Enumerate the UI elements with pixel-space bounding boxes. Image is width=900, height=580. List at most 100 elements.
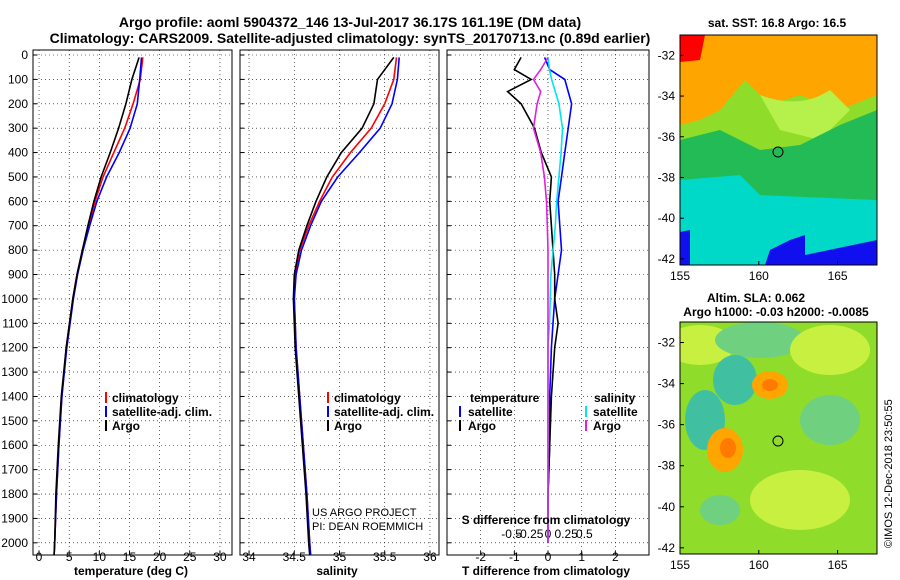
pressure-tick-label: 200	[8, 97, 28, 111]
pressure-tick-label: 700	[8, 219, 28, 233]
legend-satellite-label: satellite-adj. clim.	[112, 405, 212, 419]
x-tick-label: 0	[545, 550, 552, 564]
sla-map-subtitle: Argo h1000: -0.03 h2000: -0.0085	[683, 305, 869, 319]
lat-tick-label: -36	[658, 130, 676, 144]
s-difference-xlabel: S difference from climatology	[462, 513, 631, 527]
x-tick-label: 34	[242, 550, 256, 564]
legend-s-argo-swatch	[585, 420, 587, 431]
x-tick-label: 25	[183, 550, 197, 564]
project-credit-line-1: US ARGO PROJECT	[312, 507, 417, 519]
legend-t-argo-label: Argo	[468, 419, 496, 433]
pressure-tick-label: 500	[8, 170, 28, 184]
salinity-axis-ticks: 34 34.5 35 35.5 36	[242, 550, 437, 564]
lon-tick-label: 165	[828, 558, 848, 572]
legend-satellite-swatch	[105, 406, 107, 417]
s-tick-label: -0.5	[501, 527, 522, 541]
legend-argo-swatch	[327, 420, 329, 431]
s-tick-label: 0.25	[555, 527, 579, 541]
legend-t-argo-swatch	[459, 420, 461, 431]
title-line-2: Climatology: CARS2009. Satellite-adjuste…	[50, 30, 651, 46]
lat-tick-label: -36	[658, 418, 676, 432]
legend-t-satellite-label: satellite	[468, 405, 513, 419]
pressure-tick-label: 900	[8, 268, 28, 282]
lat-tick-label: -40	[658, 211, 676, 225]
pressure-tick-label: 800	[8, 243, 28, 257]
lat-tick-label: -38	[658, 459, 676, 473]
pressure-tick-label: 1600	[1, 438, 28, 452]
lat-tick-label: -40	[658, 500, 676, 514]
s-difference-axis-ticks: -0.5-0.25 0 0.250.5	[501, 527, 593, 541]
pressure-tick-label: 100	[8, 72, 28, 86]
argo-location-marker	[772, 435, 784, 447]
series-line-argo	[53, 57, 140, 555]
lat-tick-label: -34	[658, 377, 676, 391]
salinity-legend: climatology satellite-adj. clim. Argo US…	[312, 391, 434, 533]
pressure-tick-label: 600	[8, 194, 28, 208]
x-tick-label: 15	[123, 550, 137, 564]
x-tick-label: 35.5	[373, 550, 397, 564]
lat-tick-label: -42	[658, 252, 676, 266]
pressure-tick-label: 1200	[1, 341, 28, 355]
title-line-1: Argo profile: aoml 5904372_146 13-Jul-20…	[119, 14, 581, 30]
x-tick-label: 34.5	[283, 550, 307, 564]
pressure-tick-label: 1800	[1, 487, 28, 501]
pressure-axis-labels: 0 100 200 300 400 500 600 700 800 900 1000 1100 1200…	[1, 48, 28, 550]
legend-s-satellite-swatch	[585, 406, 587, 417]
lat-tick-label: -34	[658, 89, 676, 103]
series-line-t-argo	[506, 57, 559, 543]
difference-lines	[506, 56, 573, 543]
sla-map	[680, 322, 877, 554]
x-tick-label: 2	[612, 550, 619, 564]
temperature-axis-ticks: 0 5 10 15 20 25 30	[36, 550, 227, 564]
lon-tick-label: 155	[670, 269, 690, 283]
legend-satellite-swatch	[327, 406, 329, 417]
x-tick-label: 10	[93, 550, 107, 564]
lat-tick-label: -32	[658, 336, 676, 350]
sla-map-ticks: 155 160 165 -32 -34 -36 -38 -40 -42	[658, 336, 848, 572]
legend-satellite-label: satellite-adj. clim.	[334, 405, 434, 419]
x-tick-label: 35	[333, 550, 347, 564]
pressure-tick-label: 2000	[1, 536, 28, 550]
pressure-tick-label: 1000	[1, 292, 28, 306]
x-tick-label: 36	[423, 550, 437, 564]
series-line-s-argo	[532, 56, 549, 543]
sst-map	[680, 35, 877, 265]
sst-map-ticks: 155 160 165 -32 -34 -36 -38 -40 -42	[658, 48, 848, 283]
pressure-tick-label: 400	[8, 146, 28, 160]
pressure-tick-label: 1500	[1, 414, 28, 428]
legend-argo-label: Argo	[334, 419, 362, 433]
x-tick-label: 0	[36, 550, 43, 564]
pressure-tick-label: 1300	[1, 365, 28, 379]
pressure-tick-label: 0	[21, 48, 28, 62]
s-tick-label: 0.5	[576, 527, 593, 541]
legend-t-satellite-swatch	[459, 406, 461, 417]
legend-temperature-heading: temperature	[470, 391, 540, 405]
temperature-plot-frame	[32, 49, 233, 556]
t-difference-xlabel: T difference from climatology	[462, 564, 630, 578]
lon-tick-label: 165	[828, 269, 848, 283]
legend-climatology-swatch	[327, 392, 329, 403]
sst-map-title: sat. SST: 16.8 Argo: 16.5	[708, 16, 847, 30]
x-tick-label: 1	[578, 550, 585, 564]
salinity-xlabel: salinity	[316, 564, 358, 578]
legend-salinity-heading: salinity	[594, 391, 636, 405]
lat-tick-label: -38	[658, 170, 676, 184]
imos-credit: ©IMOS 12-Dec-2018 23:50:55	[883, 399, 895, 548]
temperature-xlabel: temperature (deg C)	[74, 564, 188, 578]
difference-legend: temperature satellite Argo salinity sate…	[459, 391, 638, 433]
legend-climatology-label: climatology	[334, 391, 401, 405]
lat-tick-label: -42	[658, 541, 676, 555]
lon-tick-label: 160	[749, 269, 769, 283]
pressure-tick-label: 1400	[1, 389, 28, 403]
lon-tick-label: 155	[670, 558, 690, 572]
argo-location-marker	[772, 146, 784, 158]
series-line-satellite-adj-clim-	[293, 57, 400, 555]
legend-s-argo-label: Argo	[593, 419, 621, 433]
x-tick-label: 20	[153, 550, 167, 564]
x-tick-label: -2	[475, 550, 486, 564]
lat-tick-label: -32	[658, 48, 676, 62]
s-tick-label: -0.25	[516, 527, 544, 541]
x-tick-label: 30	[213, 550, 227, 564]
series-line-t-satellite	[543, 57, 573, 543]
